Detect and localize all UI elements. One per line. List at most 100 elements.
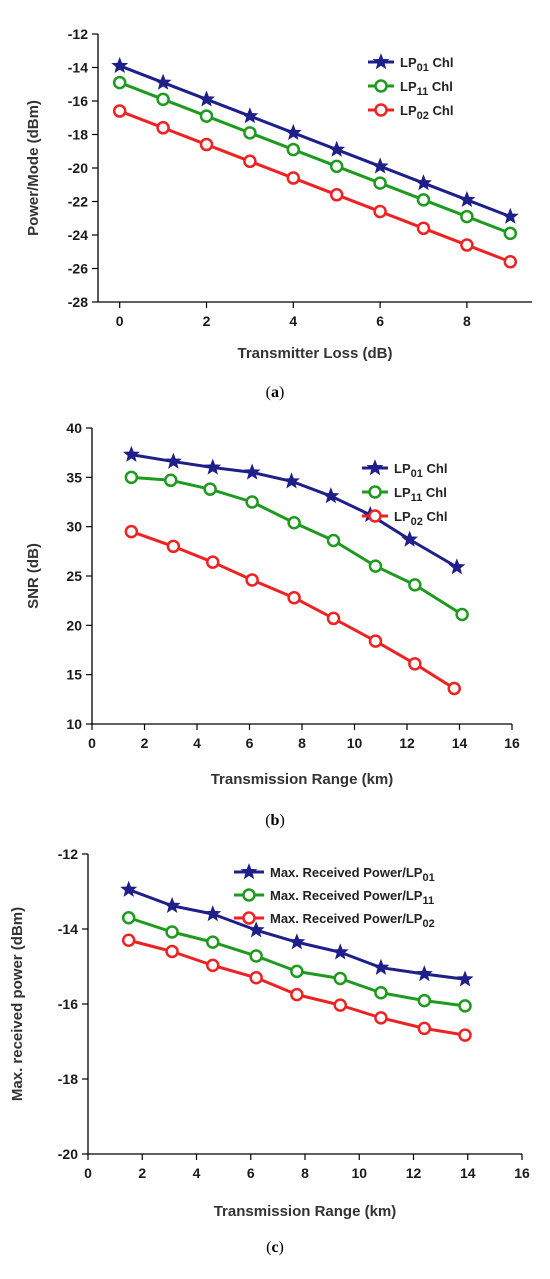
data-point (198, 90, 215, 107)
y-tick-label: -12 (58, 846, 78, 862)
legend-entry-lp01: LP01 Chl (362, 459, 447, 480)
panel-caption: (a) (266, 384, 285, 401)
y-tick-label: -16 (68, 93, 88, 109)
y-axis-label: SNR (dB) (25, 543, 42, 609)
legend-swatch-marker (374, 103, 388, 117)
y-axis-label: Max. received power (dBm) (9, 907, 26, 1101)
y-tick-label: 30 (66, 519, 82, 535)
data-point (448, 558, 466, 575)
data-point (415, 174, 432, 191)
data-point (283, 472, 300, 489)
data-point (331, 943, 349, 960)
legend-swatch-marker (366, 459, 384, 476)
data-point (122, 445, 140, 462)
legend-label: LP02 Chl (394, 509, 447, 528)
chart-panel-c: -12 -14 -16 -18 -20 0 2 4 6 8 10 12 14 16 Transmission… (9, 846, 530, 1256)
data-point (243, 154, 257, 169)
series-lp11 (124, 470, 469, 622)
data-point (165, 925, 179, 939)
legend-label: LP11 Chl (400, 79, 453, 98)
x-tick-label: 6 (246, 735, 254, 751)
x-tick-label: 12 (399, 735, 415, 751)
data-point (112, 104, 127, 118)
chart-panel-b: 10 15 20 25 30 35 40 0 2 4 6 8 10 12 14 16 Transmission … (25, 420, 520, 829)
data-point (284, 123, 302, 141)
x-axis-label: Transmitter Loss (dB) (237, 345, 392, 362)
data-point (203, 482, 217, 496)
series-lp01 (111, 56, 519, 224)
x-tick-label: 2 (138, 1165, 146, 1181)
data-point (287, 515, 301, 530)
x-tick-label: 6 (376, 313, 384, 329)
y-tick-label: -18 (58, 1071, 78, 1087)
data-point (408, 657, 422, 671)
series-lp02 (124, 524, 461, 696)
legend-swatch-marker (242, 911, 256, 925)
legend-swatch-marker (372, 53, 390, 70)
y-tick-label: -24 (68, 227, 88, 243)
series-line (130, 530, 456, 690)
legend-swatch-marker (240, 863, 258, 880)
legend-label: LP02 Chl (400, 103, 453, 122)
data-point (373, 176, 387, 190)
data-point (368, 634, 383, 648)
data-point (329, 188, 344, 202)
x-tick-label: 8 (301, 1165, 309, 1181)
data-point (326, 611, 341, 626)
data-point (501, 207, 519, 224)
data-point (329, 159, 344, 174)
y-tick-label: -20 (68, 160, 88, 176)
data-point (447, 681, 461, 696)
x-axis-label: Transmission Range (km) (211, 771, 394, 788)
data-point (415, 965, 433, 982)
chart-panel-a: -12 -14 -16 -18 -20 -22 -24 -26 -28 0 2 4 6 8 Transmit… (25, 26, 532, 401)
y-tick-label: 15 (66, 667, 82, 683)
data-point (164, 473, 178, 488)
data-point (156, 121, 170, 135)
data-point (417, 993, 432, 1008)
data-point (166, 539, 181, 554)
data-point (154, 73, 172, 90)
data-point (243, 463, 261, 480)
data-point (290, 987, 304, 1002)
data-point (417, 1021, 432, 1036)
series-line (128, 938, 466, 1037)
data-point (458, 1028, 472, 1042)
x-tick-label: 4 (193, 1165, 201, 1181)
legend-label: Max. Received Power/LP02 (270, 911, 435, 930)
data-point (199, 137, 214, 152)
series-lp02 (121, 933, 472, 1042)
x-tick-label: 0 (116, 313, 124, 329)
legend-label: LP11 Chl (394, 485, 447, 504)
x-tick-label: 0 (88, 735, 96, 751)
data-point (204, 458, 222, 475)
data-point (372, 958, 390, 975)
data-point (416, 221, 431, 236)
data-point (243, 126, 257, 140)
series-lp01 (122, 445, 466, 575)
data-point (120, 880, 138, 897)
y-axis-label: Power/Mode (dBm) (25, 100, 42, 236)
y-tick-label: 40 (66, 420, 82, 436)
data-point (164, 452, 182, 469)
x-tick-label: 8 (298, 735, 306, 751)
data-point (204, 905, 222, 922)
data-point (371, 157, 389, 174)
x-tick-label: 6 (247, 1165, 255, 1181)
panel-caption: (c) (266, 1239, 284, 1256)
data-point (111, 56, 129, 74)
data-point (124, 470, 139, 485)
x-tick-label: 4 (289, 313, 297, 329)
y-tick-label: -14 (58, 921, 78, 937)
data-point (165, 944, 179, 959)
legend-label: Max. Received Power/LP11 (270, 888, 434, 907)
legend-swatch-marker (242, 888, 256, 902)
y-tick-label: 35 (66, 469, 82, 485)
data-point (124, 524, 139, 539)
legend-label: LP01 Chl (400, 55, 453, 74)
data-point (401, 530, 419, 547)
data-point (503, 255, 518, 269)
x-tick-label: 14 (452, 735, 468, 751)
data-point (368, 559, 383, 573)
x-tick-label: 4 (193, 735, 201, 751)
